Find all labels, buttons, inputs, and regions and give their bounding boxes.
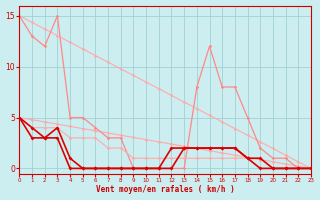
X-axis label: Vent moyen/en rafales ( km/h ): Vent moyen/en rafales ( km/h ): [96, 185, 235, 194]
